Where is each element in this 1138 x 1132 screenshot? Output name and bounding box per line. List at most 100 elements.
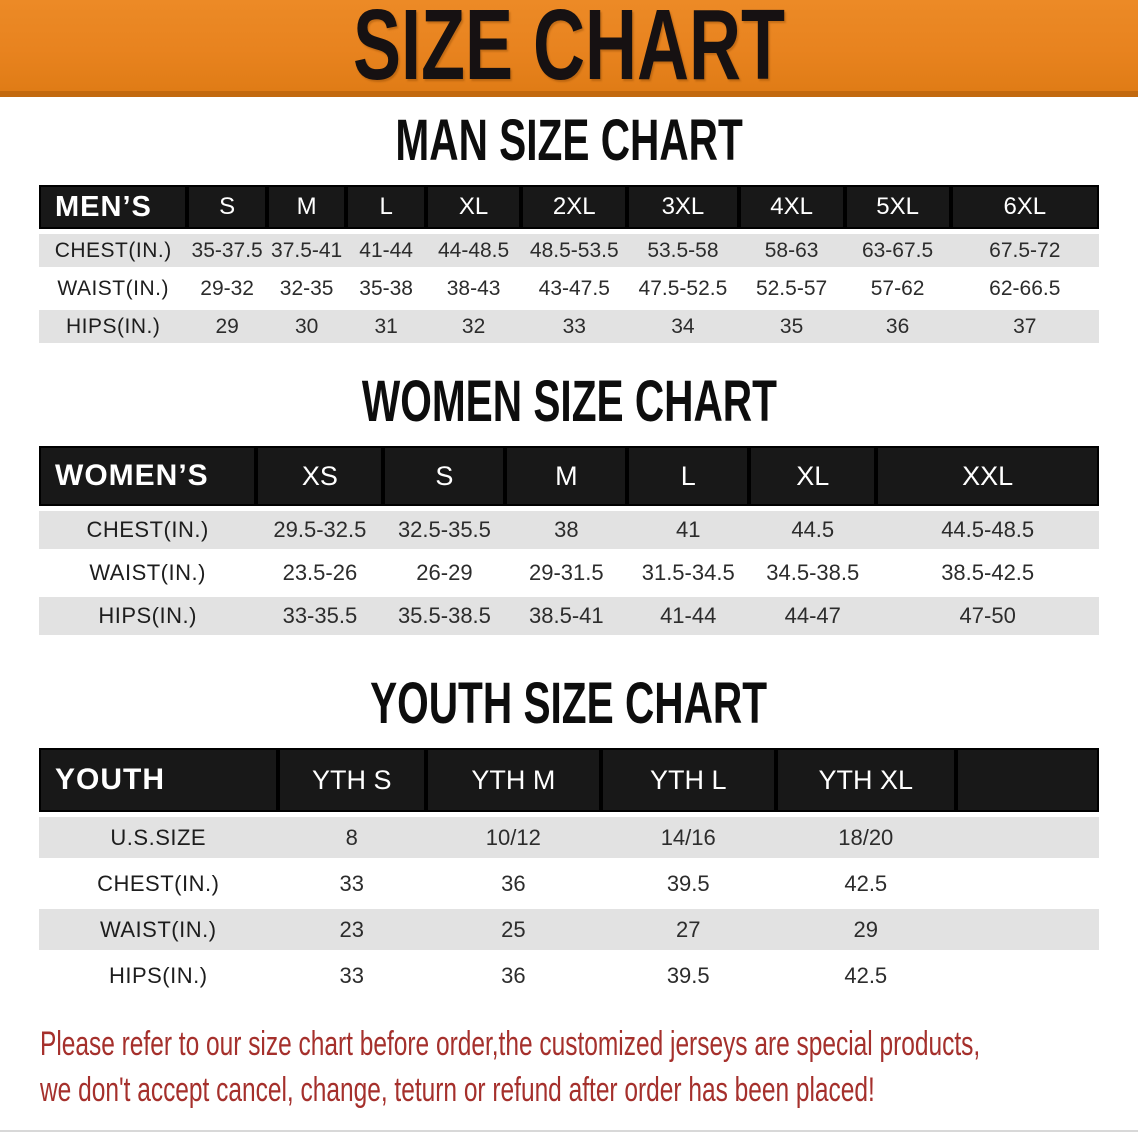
- size-cell: 57-62: [870, 276, 925, 300]
- size-cell: 38.5-42.5: [941, 560, 1035, 585]
- row-label: WAIST(IN.): [89, 560, 206, 585]
- size-cell: 32-35: [279, 276, 334, 300]
- size-col-header: YTH XL: [775, 748, 956, 812]
- size-cell: 37.5-41: [266, 234, 347, 267]
- youth-hips-row: HIPS(IN.) 33 36 39.5 42.5: [39, 955, 1099, 996]
- spacer-cell: [955, 909, 1099, 950]
- women-chest-row: CHEST(IN.) 29.5-32.5 32.5-35.5 38 41 44.…: [39, 511, 1099, 549]
- youth-size-table: YOUTH YTH S YTH M YTH L YTH XL U.S.SIZE …: [39, 743, 1099, 1001]
- women-header-row: WOMEN’S XS S M L XL XXL: [39, 446, 1099, 506]
- row-label: CHEST(IN.): [39, 234, 188, 267]
- size-cell: 47.5-52.5: [638, 276, 728, 300]
- spacer-cell: [956, 955, 1099, 996]
- men-table-label: MEN’S: [39, 185, 188, 229]
- size-cell: 34.5-38.5: [766, 560, 860, 585]
- size-cell: 37: [950, 310, 1099, 343]
- size-cell: 27: [600, 909, 776, 950]
- size-col-header: S: [383, 446, 506, 506]
- size-cell: 29: [775, 909, 956, 950]
- size-cell: 23: [277, 909, 426, 950]
- size-cell: 41: [627, 511, 750, 549]
- size-cell: 41-44: [627, 597, 750, 635]
- size-cell: 34: [627, 310, 739, 343]
- size-col-header: M: [505, 446, 628, 506]
- section-heading-youth: YOUTH SIZE CHART: [0, 671, 1138, 736]
- size-col-header: YTH S: [277, 748, 426, 812]
- men-heading-text: MAN SIZE CHART: [395, 108, 743, 173]
- disclaimer-line-1: Please refer to our size chart before or…: [40, 1025, 981, 1063]
- men-waist-row: WAIST(IN.) 29-32 32-35 35-38 38-43 43-47…: [39, 272, 1099, 305]
- size-cell: 25: [425, 909, 601, 950]
- youth-header-row: YOUTH YTH S YTH M YTH L YTH XL: [39, 748, 1099, 812]
- size-cell: 26-29: [416, 560, 473, 585]
- size-cell: 58-63: [738, 234, 845, 267]
- youth-heading-text: YOUTH SIZE CHART: [370, 671, 768, 736]
- size-col-header: XXL: [876, 446, 1099, 506]
- men-size-table: MEN’S S M L XL 2XL 3XL 4XL 5XL 6XL CHEST…: [39, 180, 1099, 348]
- spacer-cell: [956, 863, 1099, 904]
- section-heading-women: WOMEN SIZE CHART: [0, 369, 1138, 434]
- size-cell: 35-38: [359, 276, 413, 300]
- row-label: WAIST(IN.): [39, 909, 278, 950]
- size-cell: 29-32: [200, 276, 254, 300]
- size-cell: 67.5-72: [950, 234, 1099, 267]
- size-cell: 38-43: [446, 276, 501, 300]
- size-cell: 44.5: [749, 511, 877, 549]
- size-cell: 33: [521, 310, 628, 343]
- size-col-header: 4XL: [738, 185, 845, 229]
- size-col-header: S: [187, 185, 267, 229]
- women-hips-row: HIPS(IN.) 33-35.5 35.5-38.5 38.5-41 41-4…: [39, 597, 1099, 635]
- size-cell: 36: [501, 870, 526, 896]
- men-hips-row: HIPS(IN.) 29 30 31 32 33 34 35 36 37: [39, 310, 1099, 343]
- women-heading-text: WOMEN SIZE CHART: [361, 369, 777, 434]
- size-cell: 10/12: [425, 817, 601, 858]
- banner: SIZE CHART: [0, 0, 1138, 97]
- size-cell: 31.5-34.5: [641, 560, 735, 585]
- size-cell: 35-37.5: [187, 234, 267, 267]
- disclaimer-line-2: we don't accept cancel, change, teturn o…: [40, 1071, 875, 1109]
- size-cell: 41-44: [346, 234, 426, 267]
- size-cell: 44-48.5: [425, 234, 522, 267]
- women-waist-row: WAIST(IN.) 23.5-26 26-29 29-31.5 31.5-34…: [39, 554, 1099, 592]
- row-label: HIPS(IN.): [108, 962, 208, 988]
- size-col-header: L: [346, 185, 426, 229]
- size-cell: 52.5-57: [755, 276, 828, 300]
- size-cell: 39.5: [666, 870, 710, 896]
- bottom-edge-line: [0, 1130, 1138, 1132]
- size-cell: 39.5: [666, 962, 710, 988]
- size-cell: 35.5-38.5: [383, 597, 506, 635]
- size-cell: 14/16: [600, 817, 776, 858]
- size-cell: 36: [501, 962, 526, 988]
- section-heading-men: MAN SIZE CHART: [0, 108, 1138, 173]
- row-label: CHEST(IN.): [39, 511, 257, 549]
- size-col-header: 2XL: [521, 185, 628, 229]
- men-chest-row: CHEST(IN.) 35-37.5 37.5-41 41-44 44-48.5…: [39, 234, 1099, 267]
- size-cell: 36: [844, 310, 951, 343]
- size-cell: 18/20: [775, 817, 956, 858]
- size-col-header: 6XL: [950, 185, 1099, 229]
- size-cell: 47-50: [876, 597, 1099, 635]
- youth-table-label: YOUTH: [39, 748, 278, 812]
- size-cell: 53.5-58: [627, 234, 739, 267]
- size-cell: 29: [187, 310, 267, 343]
- row-label: U.S.SIZE: [39, 817, 278, 858]
- size-cell: 30: [266, 310, 347, 343]
- size-cell: 44.5-48.5: [876, 511, 1099, 549]
- size-cell: 42.5: [844, 962, 888, 988]
- row-label: WAIST(IN.): [57, 276, 169, 300]
- women-size-table: WOMEN’S XS S M L XL XXL CHEST(IN.) 29.5-…: [39, 441, 1099, 640]
- row-label: HIPS(IN.): [39, 310, 188, 343]
- size-col-header: M: [266, 185, 347, 229]
- size-col-header: 3XL: [627, 185, 739, 229]
- size-cell: 29.5-32.5: [256, 511, 384, 549]
- size-cell: 31: [346, 310, 426, 343]
- size-cell: 48.5-53.5: [521, 234, 628, 267]
- size-col-header: XS: [256, 446, 384, 506]
- size-cell: 62-66.5: [989, 276, 1061, 300]
- disclaimer: Please refer to our size chart before or…: [40, 1021, 1138, 1113]
- size-cell: 43-47.5: [538, 276, 610, 300]
- size-cell: 33-35.5: [256, 597, 384, 635]
- size-cell: 8: [277, 817, 426, 858]
- size-cell: 29-31.5: [529, 560, 604, 585]
- size-cell: 42.5: [844, 870, 888, 896]
